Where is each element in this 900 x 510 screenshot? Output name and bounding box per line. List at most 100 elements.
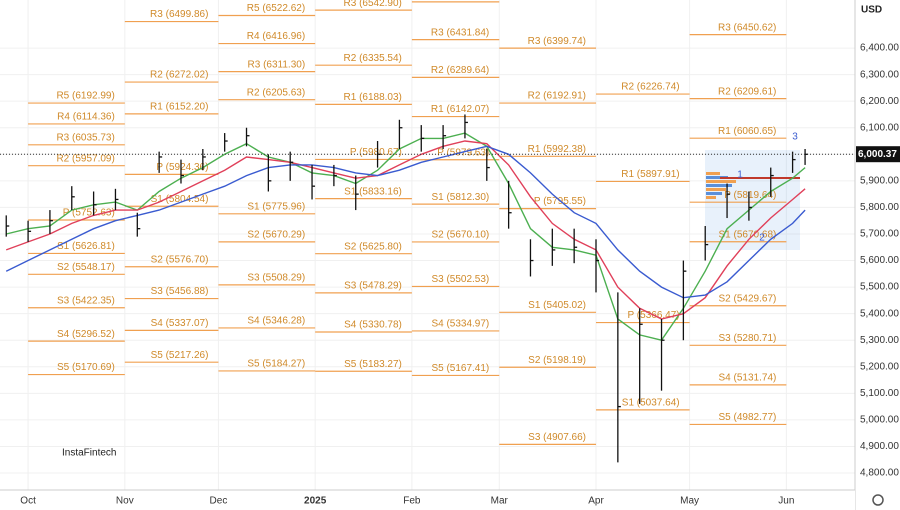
volume-profile <box>706 172 800 199</box>
wave-annotation: 2 <box>759 233 765 244</box>
price-axis-bg <box>855 0 900 510</box>
y-tick-label: 5,600.00 <box>860 255 899 266</box>
y-tick-label: 5,200.00 <box>860 361 899 372</box>
pivot-label: S1 (5037.64) <box>622 398 680 409</box>
pivot-label: R3 (6399.74) <box>528 36 586 47</box>
pivot-label: S3 (4907.66) <box>528 432 586 443</box>
pivot-label: R3 (6542.90) <box>344 0 402 9</box>
pivot-label: S3 (5280.71) <box>719 333 777 344</box>
x-tick-label: 2025 <box>304 496 327 507</box>
profile-bar <box>706 196 716 199</box>
profile-bar <box>706 192 722 195</box>
pivot-label: R4 (6114.36) <box>57 112 115 123</box>
pivot-label: S2 (5429.67) <box>719 293 777 304</box>
x-tick-label: Mar <box>491 496 509 507</box>
pivot-label: R1 (6060.65) <box>718 126 776 137</box>
pivot-label: S4 (5131.74) <box>719 373 777 384</box>
last-price-label: 6,000.37 <box>858 149 897 160</box>
profile-bar <box>706 172 720 175</box>
profile-bar <box>706 188 726 191</box>
profile-bar <box>706 176 728 179</box>
pivot-label: S4 (5334.97) <box>431 319 489 330</box>
wave-annotation: 3 <box>792 132 798 143</box>
pivot-label: S1 (5626.81) <box>57 241 115 252</box>
y-tick-label: 5,400.00 <box>860 308 899 319</box>
pivots: R5 (6192.99) R4 (6114.36) R3 (6035.73) R2 (… <box>28 0 787 446</box>
pivot-label: R1 (5992.38) <box>528 144 586 155</box>
y-tick-label: 5,300.00 <box>860 335 899 346</box>
watermark: InstaFintech <box>62 448 116 459</box>
price-bars <box>5 114 809 463</box>
pivot-label: R5 (6192.99) <box>56 91 114 102</box>
moving-average <box>6 132 806 341</box>
pivot-label: S1 (5804.54) <box>151 194 209 205</box>
pivot-label: S3 (5456.88) <box>151 286 209 297</box>
pivot-label: S1 (5405.02) <box>528 300 586 311</box>
pivot-label: R2 (5957.09) <box>56 153 114 164</box>
pivot-label: R2 (6272.02) <box>150 70 208 81</box>
pivot-label: S1 (5775.96) <box>247 201 305 212</box>
pivot-label: S2 (5625.80) <box>344 241 402 252</box>
y-tick-label: 6,300.00 <box>860 69 899 80</box>
pivot-label: S5 (5217.26) <box>151 350 209 361</box>
y-tick-label: 6,100.00 <box>860 122 899 133</box>
moving-average <box>5 140 806 320</box>
pivot-label: R3 (6035.73) <box>56 132 114 143</box>
y-tick-label: 6,400.00 <box>860 43 899 54</box>
pivot-label: S4 (5346.28) <box>247 316 305 327</box>
x-tick-label: Dec <box>210 496 228 507</box>
y-tick-label: 5,900.00 <box>860 176 899 187</box>
pivot-label: S5 (5167.41) <box>431 363 489 374</box>
wave-annotation: 1 <box>737 170 743 181</box>
x-tick-label: Jun <box>778 496 794 507</box>
pivot-label: S1 (5833.16) <box>344 186 402 197</box>
y-tick-label: 6,200.00 <box>860 96 899 107</box>
pivot-label: R3 (6499.86) <box>150 9 208 20</box>
settings-icon[interactable] <box>872 494 884 506</box>
y-tick-label: 5,800.00 <box>860 202 899 213</box>
pivot-label: S4 (5330.78) <box>344 320 402 331</box>
time-axis-bg <box>0 490 855 510</box>
moving-average <box>5 145 806 299</box>
pivot-label: R5 (6522.62) <box>247 3 305 14</box>
pivot-label: S1 (5670.68) <box>719 229 777 240</box>
pivot-label: S4 (5296.52) <box>57 329 115 340</box>
pivot-label: R2 (6226.74) <box>621 82 679 93</box>
pivot-label: S2 (5576.70) <box>151 254 209 265</box>
pivot-label: S2 (5198.19) <box>528 355 586 366</box>
pivot-label: R2 (6335.54) <box>344 53 402 64</box>
pivot-label: P (5924.36) <box>156 162 208 173</box>
pivot-label: R1 (6142.07) <box>431 104 489 115</box>
y-tick-label: 5,700.00 <box>860 229 899 240</box>
grid <box>0 0 855 490</box>
pivot-label: P (5979.63) <box>437 147 489 158</box>
pivot-label: P (5795.55) <box>534 196 586 207</box>
pivot-label: S5 (5170.69) <box>57 362 115 373</box>
pivot-label: S3 (5502.53) <box>431 274 489 285</box>
x-tick-label: Apr <box>588 496 604 507</box>
pivot-label: S3 (5422.35) <box>57 295 115 306</box>
profile-bar <box>706 184 732 187</box>
y-tick-label: 5,100.00 <box>860 388 899 399</box>
volume-profile-area <box>705 150 800 250</box>
x-tick-label: Nov <box>116 496 134 507</box>
pivot-label: S5 (5184.27) <box>247 359 305 370</box>
x-tick-label: Oct <box>20 496 36 507</box>
pivot-label: P (5819.64) <box>724 190 776 201</box>
pivot-label: P (5752.63) <box>63 208 115 219</box>
pivot-label: P (5980.67) <box>350 147 402 158</box>
pivot-label: S2 (5670.29) <box>247 230 305 241</box>
pivot-label: R4 (6416.96) <box>247 31 305 42</box>
y-tick-label: 4,900.00 <box>860 441 899 452</box>
pivot-label: R2 (6289.64) <box>431 65 489 76</box>
pivot-label: S3 (5508.29) <box>247 273 305 284</box>
axes: 4,800.00 4,900.00 5,000.00 5,100.00 5,200.00… <box>0 43 900 507</box>
pivot-label: S3 (5478.29) <box>344 281 402 292</box>
pivot-label: S2 (5548.17) <box>57 262 115 273</box>
pivot-label: S5 (5183.27) <box>344 359 402 370</box>
pivot-label: R1 (6188.03) <box>344 92 402 103</box>
pivot-label: R1 (6152.20) <box>150 102 208 113</box>
pivot-label: R2 (6209.61) <box>718 86 776 97</box>
